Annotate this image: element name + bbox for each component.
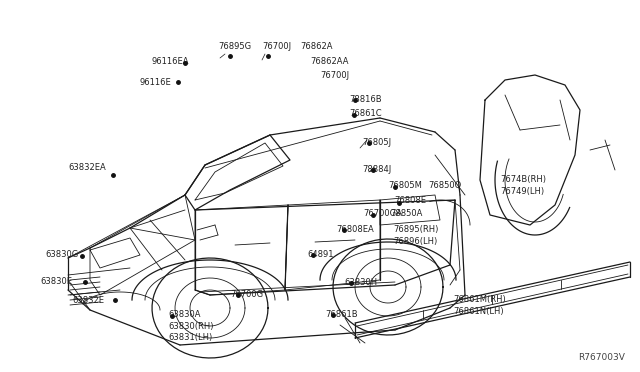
Text: 76895(RH): 76895(RH) (393, 225, 438, 234)
Text: 76700J: 76700J (262, 42, 291, 51)
Text: 76700G: 76700G (230, 290, 263, 299)
Text: 78884J: 78884J (362, 165, 391, 174)
Text: 76895G: 76895G (218, 42, 251, 51)
Text: 96116E: 96116E (140, 78, 172, 87)
Text: 76805J: 76805J (362, 138, 391, 147)
Text: 76861N(LH): 76861N(LH) (453, 307, 504, 316)
Text: 63830G: 63830G (45, 250, 78, 259)
Text: 76700J: 76700J (320, 71, 349, 80)
Text: 63832EA: 63832EA (68, 163, 106, 172)
Text: 76862A: 76862A (300, 42, 333, 51)
Text: 76861M(RH): 76861M(RH) (453, 295, 506, 304)
Text: 96116EA: 96116EA (152, 57, 189, 66)
Text: 76861C: 76861C (349, 109, 381, 118)
Text: 76862AA: 76862AA (310, 57, 349, 66)
Text: 76700GA: 76700GA (363, 209, 402, 218)
Text: 76861B: 76861B (325, 310, 358, 319)
Text: 78850A: 78850A (390, 209, 422, 218)
Text: 76850Q: 76850Q (428, 181, 461, 190)
Text: 76808EA: 76808EA (336, 225, 374, 234)
Text: 63832E: 63832E (72, 296, 104, 305)
Text: R767003V: R767003V (578, 353, 625, 362)
Text: 76896(LH): 76896(LH) (393, 237, 437, 246)
Text: 76749(LH): 76749(LH) (500, 187, 544, 196)
Text: 76805M: 76805M (388, 181, 422, 190)
Text: 63831(LH): 63831(LH) (168, 333, 212, 342)
Text: 63830E: 63830E (40, 277, 72, 286)
Text: 78816B: 78816B (349, 95, 381, 104)
Text: 63830(RH): 63830(RH) (168, 322, 214, 331)
Text: 7674B(RH): 7674B(RH) (500, 175, 546, 184)
Text: 76808E: 76808E (394, 196, 426, 205)
Text: 64891: 64891 (307, 250, 333, 259)
Text: 63830A: 63830A (168, 310, 200, 319)
Text: 63830H: 63830H (344, 278, 377, 287)
